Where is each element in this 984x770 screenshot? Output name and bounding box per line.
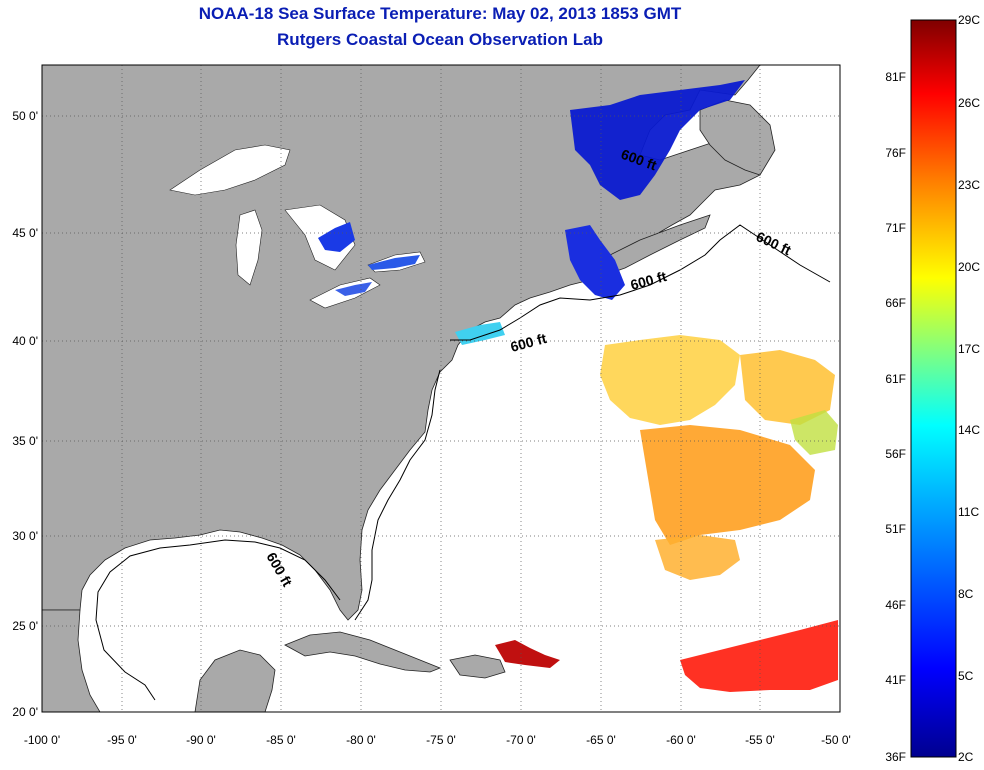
colorbar-fahrenheit-labels: 81F 76F 71F 66F 61F 56F 51F 46F 41F 36F bbox=[885, 70, 906, 764]
fahrenheit-label: 76F bbox=[885, 146, 906, 160]
colorbar bbox=[910, 19, 957, 758]
map-frame bbox=[41, 64, 841, 713]
sst-lake-huron bbox=[318, 222, 355, 252]
fahrenheit-label: 51F bbox=[885, 522, 906, 536]
lon-tick: -55 0' bbox=[745, 733, 775, 747]
lon-tick: -75 0' bbox=[426, 733, 456, 747]
lon-tick-labels: -100 0' -95 0' -90 0' -85 0' -80 0' -75 … bbox=[24, 733, 851, 747]
lake-superior bbox=[169, 144, 291, 196]
sst-lake-erie-ontario bbox=[368, 255, 420, 270]
lon-tick: -85 0' bbox=[266, 733, 296, 747]
celsius-label: 29C bbox=[958, 13, 980, 27]
lat-tick: 45 0' bbox=[12, 226, 38, 240]
celsius-label: 23C bbox=[958, 178, 980, 192]
map-title: NOAA-18 Sea Surface Temperature: May 02,… bbox=[198, 4, 682, 23]
mexico-land bbox=[42, 609, 101, 712]
celsius-label: 14C bbox=[958, 423, 980, 437]
north-america-land bbox=[42, 65, 761, 621]
fahrenheit-label: 41F bbox=[885, 673, 906, 687]
celsius-label: 17C bbox=[958, 342, 980, 356]
lon-tick: -65 0' bbox=[586, 733, 616, 747]
lake-michigan bbox=[235, 209, 263, 286]
lon-tick: -60 0' bbox=[666, 733, 696, 747]
lon-tick: -50 0' bbox=[821, 733, 851, 747]
sst-green-patch bbox=[790, 410, 838, 455]
lat-tick: 35 0' bbox=[12, 434, 38, 448]
map-grid bbox=[42, 65, 840, 712]
celsius-label: 26C bbox=[958, 96, 980, 110]
lon-tick: -95 0' bbox=[107, 733, 137, 747]
fahrenheit-label: 81F bbox=[885, 70, 906, 84]
map-subtitle: Rutgers Coastal Ocean Observation Lab bbox=[277, 30, 603, 49]
lat-tick: 20 0' bbox=[12, 705, 38, 719]
sst-warm-patch-south bbox=[655, 535, 740, 580]
sst-gulf-of-maine bbox=[565, 225, 625, 300]
fahrenheit-label: 56F bbox=[885, 447, 906, 461]
sst-warm-patch-north bbox=[600, 335, 740, 425]
lon-tick: -100 0' bbox=[24, 733, 60, 747]
lat-tick: 25 0' bbox=[12, 619, 38, 633]
newfoundland-land bbox=[699, 99, 776, 176]
cuba-land bbox=[284, 631, 442, 673]
celsius-label: 2C bbox=[958, 750, 974, 764]
celsius-label: 20C bbox=[958, 260, 980, 274]
lon-tick: -90 0' bbox=[186, 733, 216, 747]
hispaniola-land bbox=[449, 654, 506, 679]
colorbar-celsius-labels: 29C 26C 23C 20C 17C 14C 11C 8C 5C 2C bbox=[958, 13, 980, 764]
sst-warm-patch-east bbox=[740, 350, 835, 425]
lat-tick-labels: 50 0' 45 0' 40 0' 35 0' 30 0' 25 0' 20 0… bbox=[12, 109, 38, 719]
sst-shelf-cyan bbox=[455, 322, 505, 345]
celsius-label: 11C bbox=[958, 505, 979, 519]
600ft-contour bbox=[95, 224, 831, 701]
fahrenheit-label: 36F bbox=[885, 750, 906, 764]
celsius-label: 8C bbox=[958, 587, 974, 601]
lat-tick: 50 0' bbox=[12, 109, 38, 123]
lat-tick: 30 0' bbox=[12, 529, 38, 543]
fahrenheit-label: 46F bbox=[885, 598, 906, 612]
lon-tick: -70 0' bbox=[506, 733, 536, 747]
sst-hot-patch-west bbox=[495, 640, 560, 668]
celsius-label: 5C bbox=[958, 669, 974, 683]
fahrenheit-label: 66F bbox=[885, 296, 906, 310]
lat-tick: 40 0' bbox=[12, 334, 38, 348]
sst-lake-erie bbox=[335, 282, 372, 296]
sst-hot-patch-east bbox=[680, 620, 838, 692]
fahrenheit-label: 71F bbox=[885, 221, 906, 235]
sst-warm-patch-central bbox=[640, 425, 815, 545]
fahrenheit-label: 61F bbox=[885, 372, 906, 386]
lon-tick: -80 0' bbox=[346, 733, 376, 747]
yucatan-land bbox=[194, 649, 276, 712]
sst-gulf-st-lawrence bbox=[570, 80, 745, 200]
